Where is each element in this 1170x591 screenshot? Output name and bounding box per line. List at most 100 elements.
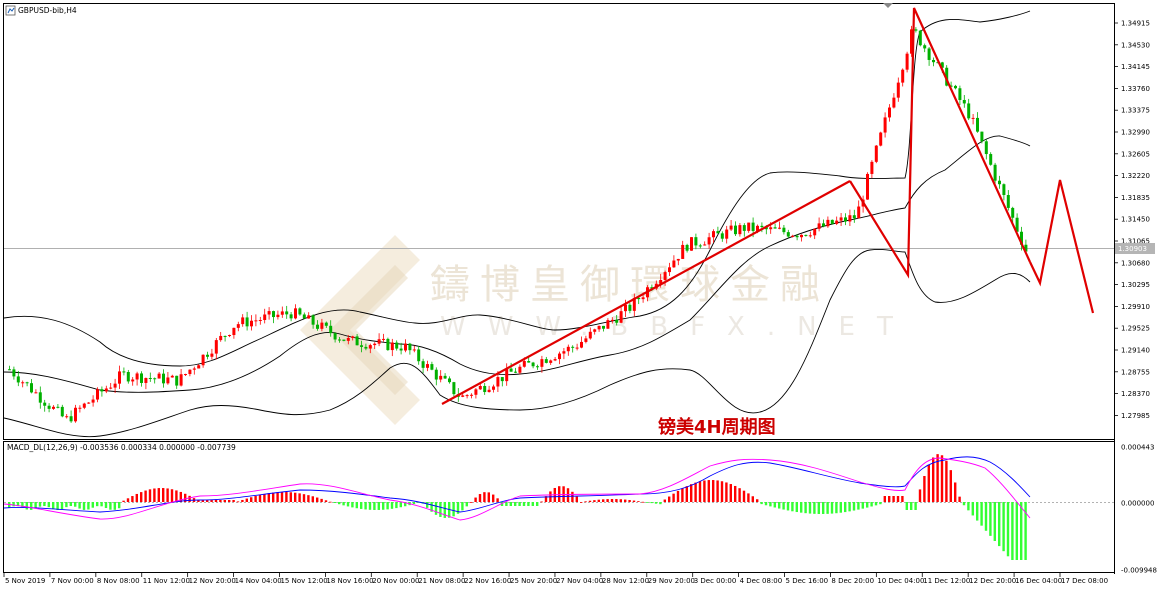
candle-body [298,308,302,315]
trend-line-zigzag [849,7,1032,279]
price-tick-label: 1.29525 [1121,325,1150,333]
time-tick-label: 8 Dec 20:00 [831,577,874,585]
candle-body [822,223,825,227]
macd-bar [162,488,165,502]
macd-bar [492,494,495,502]
macd-bar [619,499,622,502]
macd-bar [998,502,1001,547]
candle-body [883,117,887,133]
price-tick-label: 1.30680 [1121,259,1150,267]
chart-shift-marker-icon[interactable] [883,3,893,8]
candle-body [443,375,447,379]
candle-body [720,233,724,239]
macd-bar [544,496,548,502]
candle-body [399,348,403,351]
macd-bar [355,502,358,509]
macd-bar [782,502,785,510]
macd-bar [346,502,350,507]
candle-body [474,389,478,395]
macd-bar [663,499,666,502]
price-tick-label: 1.27985 [1121,412,1150,420]
macd-bar [967,502,970,511]
macd-bar [170,489,174,502]
candle-body [817,223,821,229]
candle-body [126,371,130,382]
candle-body [166,377,170,384]
candle-body [421,361,425,368]
macd-bar [654,502,658,504]
macd-bar [637,501,640,502]
macd-bar [148,489,152,502]
candle-body [905,53,909,70]
macd-bar [514,502,517,506]
macd-bar [65,502,68,508]
candle-body [307,315,311,319]
macd-bar [338,502,341,505]
macd-bar [632,500,636,502]
candle-body [725,229,729,239]
candle-body [923,45,927,49]
candle-body [368,345,372,349]
macd-bar [949,470,952,502]
macd-bar [289,492,292,502]
candle-body [478,385,482,390]
candle-body [984,141,988,155]
candle-body [118,371,121,384]
macd-bar [989,502,992,536]
candle-body [219,335,223,341]
candle-body [628,304,632,311]
time-tick-label: 12 Dec 20:00 [969,577,1016,585]
candle-body [74,407,77,422]
candle-body [184,374,187,376]
macd-bar [342,502,345,506]
candle-body [549,360,553,363]
macd-bar [206,500,209,502]
candle-body [465,395,469,397]
price-tick-label: 1.30295 [1121,281,1150,289]
candle-body [786,232,790,237]
macd-bar [188,495,191,502]
candle-body [989,154,993,165]
candle-body [232,327,236,336]
candle-body [641,297,645,300]
candle-body [148,378,152,380]
candle-body [430,364,434,370]
macd-bar [690,484,693,502]
candle-body [131,379,135,382]
macd-bar [443,502,446,518]
macd-bar [399,502,402,508]
candle-body [624,304,627,312]
macd-bar [668,496,671,502]
macd-bar [729,484,732,502]
macd-bar [140,492,143,502]
macd-bar [786,502,790,511]
candle-body [738,225,742,235]
candle-body [698,245,702,247]
candle-body [12,369,16,377]
macd-bar [725,482,728,502]
macd-bar [698,481,702,502]
candle-body [971,117,975,119]
macd-bar [267,493,270,502]
macd-bar [826,502,829,514]
time-tick-label: 10 Dec 04:00 [877,577,924,585]
candle-body [162,373,165,384]
candle-body [254,320,258,322]
time-tick-label: 11 Nov 12:00 [143,577,190,585]
candle-body [769,227,773,230]
candle-body [830,219,834,224]
macd-axis: 0.000443 0.000000 -0.009948 [1121,444,1157,575]
candle-body [1006,195,1010,208]
watermark-text: 鑄博皇御環球金融 [430,262,830,308]
macd-bar [808,502,812,514]
chart-window-icon[interactable] [5,5,16,16]
candle-body [940,62,944,68]
current-price-badge [1115,243,1155,254]
macd-bar [927,465,930,502]
macd-bar [100,502,103,507]
candle-body [360,345,363,347]
macd-bar [38,502,42,507]
candle-body [320,322,324,329]
candle-body [316,324,319,329]
